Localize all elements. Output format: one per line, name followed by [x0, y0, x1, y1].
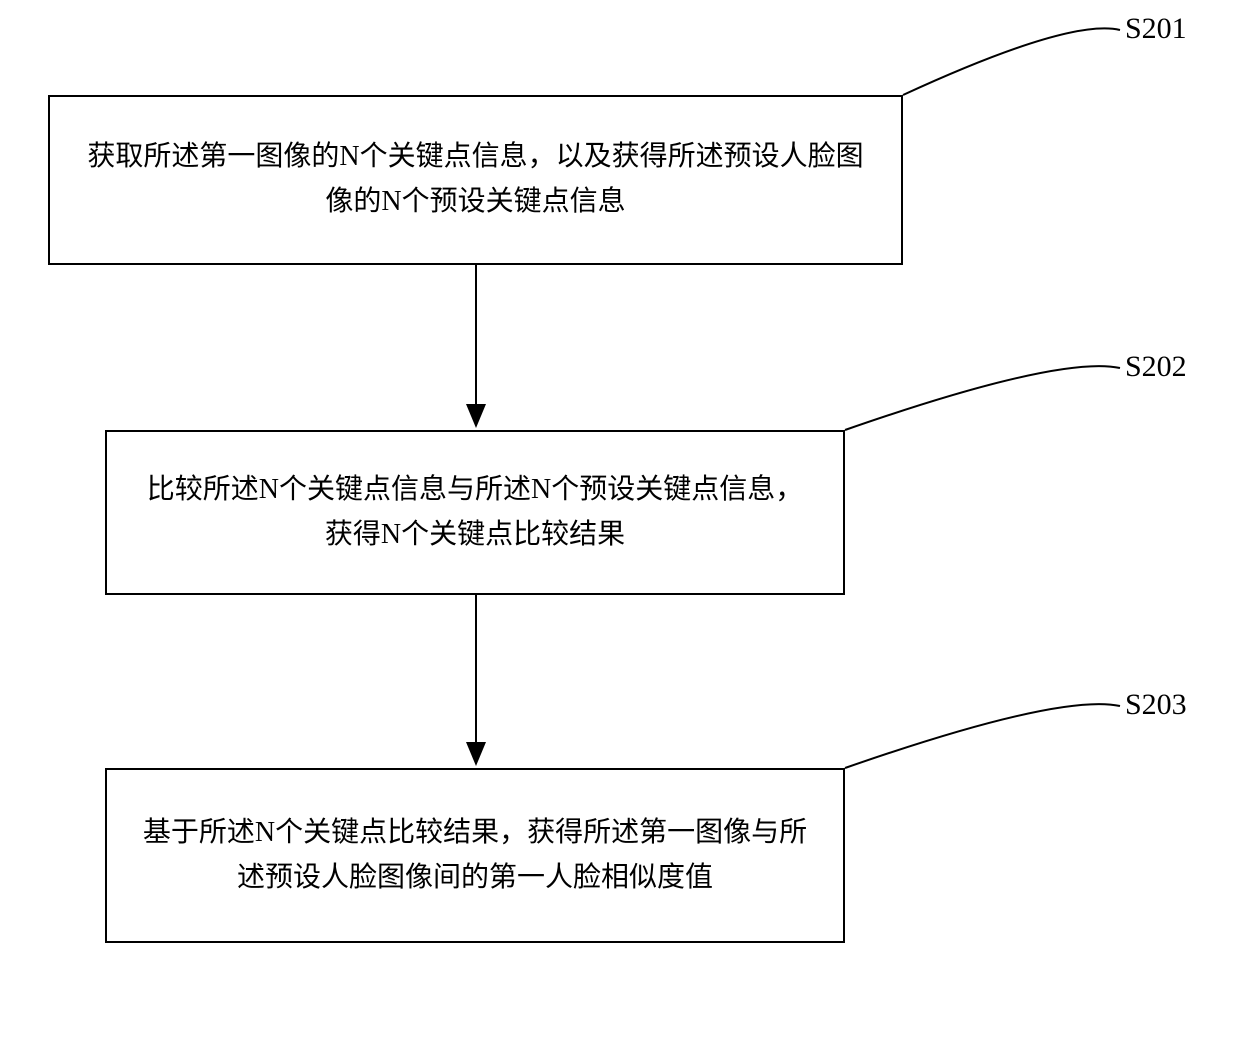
flow-step-s203-text: 基于所述N个关键点比较结果，获得所述第一图像与所述预设人脸图像间的第一人脸相似度…	[137, 811, 813, 901]
step-label-s203: S203	[1125, 688, 1187, 722]
flow-step-s201: 获取所述第一图像的N个关键点信息，以及获得所述预设人脸图像的N个预设关键点信息	[48, 95, 903, 265]
flow-step-s202-text: 比较所述N个关键点信息与所述N个预设关键点信息，获得N个关键点比较结果	[137, 468, 813, 558]
flow-step-s202: 比较所述N个关键点信息与所述N个预设关键点信息，获得N个关键点比较结果	[105, 430, 845, 595]
flow-step-s203: 基于所述N个关键点比较结果，获得所述第一图像与所述预设人脸图像间的第一人脸相似度…	[105, 768, 845, 943]
step-label-s201: S201	[1125, 12, 1187, 46]
step-label-s202: S202	[1125, 350, 1187, 384]
flow-step-s201-text: 获取所述第一图像的N个关键点信息，以及获得所述预设人脸图像的N个预设关键点信息	[80, 135, 871, 225]
